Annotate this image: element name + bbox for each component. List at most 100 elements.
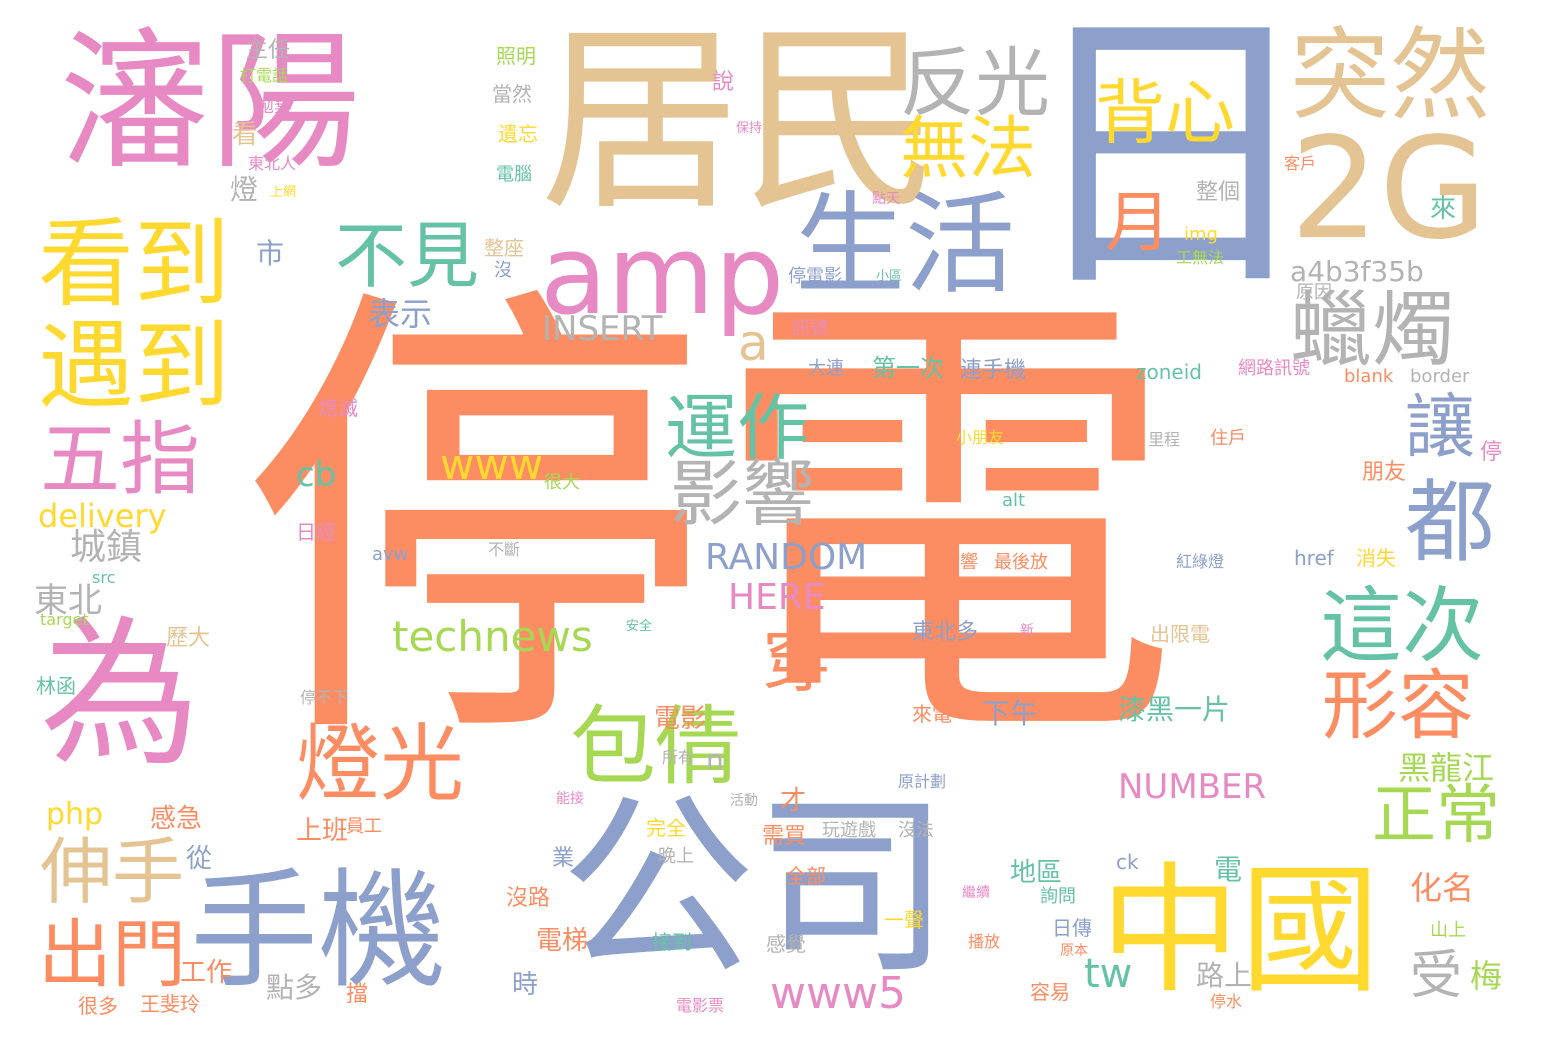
word-145: 山上 (1430, 920, 1466, 941)
word-151: 工無法 (1176, 248, 1225, 267)
word-133: 從 (186, 844, 213, 874)
word-77: 燈 (230, 173, 259, 206)
word-10: 看到 (38, 208, 230, 320)
word-30: cb (296, 455, 337, 495)
word-142: 日傳 (1052, 916, 1092, 940)
word-9: 無法 (900, 110, 1037, 189)
word-4: 瀋陽 (60, 16, 361, 190)
word-71: 當然 (492, 82, 532, 106)
word-147: 時 (512, 970, 539, 1000)
word-46: 出門 (38, 912, 186, 998)
word-132: 晚上 (658, 846, 694, 867)
word-37: 穿 (762, 620, 832, 702)
word-107: 日經 (296, 520, 336, 544)
word-89: 原因 (1296, 282, 1332, 303)
word-113: href (1294, 546, 1334, 570)
word-50: 黑龍江 (1398, 749, 1495, 787)
word-3: 日 (1020, 0, 1320, 330)
word-70: 照明 (496, 44, 536, 68)
word-87: 客戶 (1284, 154, 1317, 173)
word-94: zoneid (1136, 360, 1202, 384)
word-127: 員工 (346, 816, 382, 837)
word-61: 電梯 (536, 926, 589, 956)
word-93: 連手機 (960, 358, 1027, 383)
word-22: INSERT (542, 309, 663, 349)
word-158: 擋 (346, 982, 369, 1007)
word-15: 月 (1105, 184, 1171, 261)
word-20: 五指 (40, 413, 200, 506)
word-92: 第一次 (872, 354, 944, 382)
word-81: 東北人 (248, 154, 297, 173)
word-100: 小朋友 (956, 428, 1005, 447)
word-57: 電影 (654, 704, 707, 734)
word-26: 都 (1405, 470, 1495, 575)
word-148: 很多 (78, 994, 118, 1018)
word-49: NUMBER (1118, 767, 1267, 807)
word-103: 停 (1480, 440, 1503, 465)
word-139: 沒路 (506, 886, 551, 911)
word-16: 蠟燭 (1290, 283, 1455, 378)
word-144: 容易 (1030, 980, 1070, 1004)
word-111: 最後放 (994, 552, 1048, 573)
word-35: 東北 (34, 581, 102, 621)
word-80: 拋棄 (256, 96, 292, 117)
word-6: 2G (1290, 108, 1488, 271)
word-85: img (1184, 224, 1218, 245)
word-82: 上網 (270, 185, 297, 200)
word-156: 繼續 (962, 885, 990, 901)
word-114: 消失 (1356, 546, 1396, 570)
word-60: 工作 (180, 958, 233, 988)
word-131: 沒法 (898, 820, 934, 841)
word-68: 來電 (912, 702, 952, 726)
word-115: src (92, 568, 116, 587)
word-140: 接到 (652, 930, 692, 954)
word-98: 嚴重 (750, 374, 783, 393)
word-129: 需買 (762, 824, 807, 849)
word-69: 主任 (246, 38, 291, 63)
word-51: 化名 (1410, 869, 1475, 907)
word-58: n (706, 743, 724, 776)
word-157: 原本 (1060, 943, 1088, 959)
word-108: avw (372, 544, 409, 565)
word-96: blank (1344, 366, 1394, 387)
word-134: ck (1116, 850, 1139, 874)
word-67: 東北多 (912, 620, 979, 645)
word-72: 遺忘 (498, 122, 538, 146)
word-120: 出限電 (1150, 622, 1210, 646)
word-124: 原計劃 (898, 772, 947, 791)
word-155: 能接 (556, 791, 584, 807)
word-52: 受 (1410, 946, 1463, 1006)
word-5: 突然 (1290, 17, 1490, 134)
word-74: 整座 (484, 236, 524, 260)
word-123: 所有 (662, 748, 695, 767)
word-141: 感覺 (766, 932, 806, 956)
word-66: 漆黑一片 (1118, 693, 1231, 726)
word-48: tw (1084, 951, 1133, 997)
word-41: 正常 (1372, 779, 1500, 853)
word-136: 全部 (786, 864, 826, 888)
word-112: 紅綠燈 (1176, 552, 1225, 571)
word-53: 梅 (1470, 957, 1503, 995)
word-97: border (1410, 366, 1470, 387)
word-32: 城鎮 (70, 527, 143, 568)
word-119: 停不下 (300, 688, 349, 707)
word-117: 歷大 (166, 626, 211, 651)
word-28: 形容 (1322, 661, 1474, 750)
word-143: 播放 (968, 932, 1001, 951)
word-126: 活動 (730, 793, 758, 809)
word-29: www (440, 440, 544, 489)
word-90: 訊號 (792, 318, 828, 339)
word-31: delivery (38, 497, 167, 535)
word-34: HERE (728, 577, 826, 618)
word-146: 停水 (1210, 992, 1243, 1011)
word-42: 伸手 (40, 830, 185, 914)
word-104: 朋友 (1362, 460, 1407, 485)
word-8: 背心 (1095, 72, 1235, 154)
word-17: a4b3f35b (1290, 255, 1424, 288)
word-43: 手機 (190, 857, 447, 1006)
word-54: php (46, 797, 104, 832)
word-102: 住戶 (1210, 428, 1246, 449)
word-153: 點天 (872, 191, 900, 207)
word-14: 不見 (335, 214, 480, 298)
